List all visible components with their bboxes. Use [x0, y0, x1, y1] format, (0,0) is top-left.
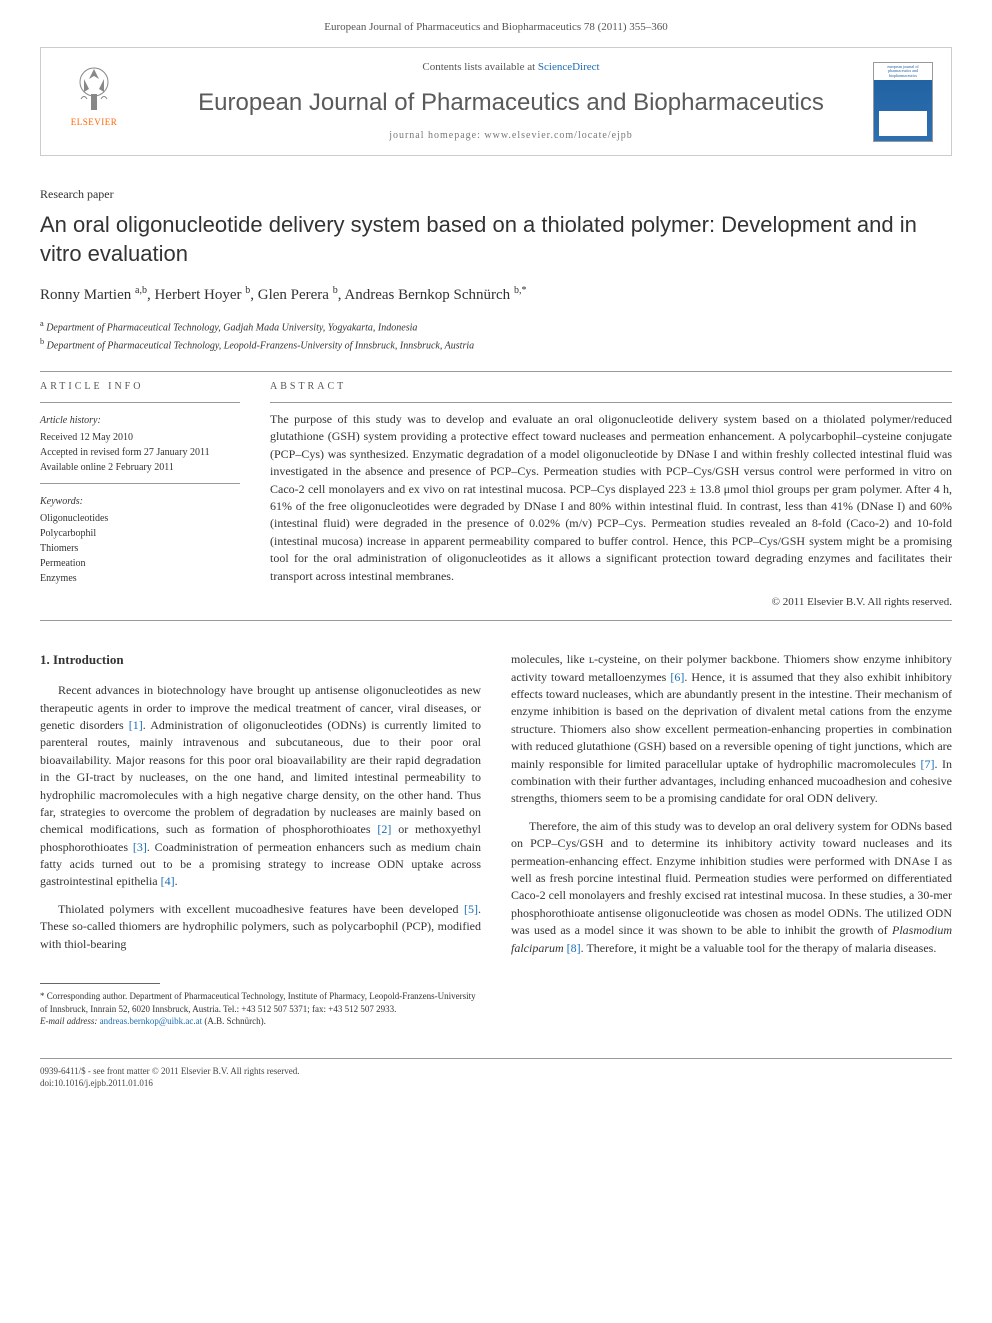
article-info-heading: ARTICLE INFO: [40, 380, 240, 394]
journal-homepage: journal homepage: www.elsevier.com/locat…: [149, 129, 873, 143]
footer-line-2: doi:10.1016/j.ejpb.2011.01.016: [40, 1077, 952, 1090]
text: . Administration of oligonucleotides (OD…: [40, 718, 481, 836]
email-link[interactable]: andreas.bernkop@uibk.ac.at: [100, 1016, 203, 1026]
divider: [40, 620, 952, 621]
divider: [40, 483, 240, 484]
body-column-right: molecules, like ʟ-cysteine, on their pol…: [511, 651, 952, 1027]
keywords-heading: Keywords:: [40, 494, 240, 509]
cover-image-area: [879, 111, 927, 136]
journal-title: European Journal of Pharmaceutics and Bi…: [149, 86, 873, 120]
sciencedirect-link[interactable]: ScienceDirect: [538, 61, 600, 73]
divider: [40, 371, 952, 372]
email-line: E-mail address: andreas.bernkop@uibk.ac.…: [40, 1015, 481, 1028]
history-heading: Article history:: [40, 413, 240, 428]
cover-title-text: european journal of pharmaceutics and bi…: [874, 63, 932, 80]
article-info-column: ARTICLE INFO Article history: Received 1…: [40, 380, 240, 610]
divider: [40, 402, 240, 403]
footer: 0939-6411/$ - see front matter © 2011 El…: [40, 1058, 952, 1090]
divider: [270, 402, 952, 403]
elsevier-tree-icon: [69, 64, 119, 114]
publisher-name: ELSEVIER: [71, 116, 118, 129]
keyword-item: Thiomers: [40, 541, 240, 556]
affiliations: a Department of Pharmaceutical Technolog…: [40, 318, 952, 353]
contents-prefix: Contents lists available at: [422, 61, 537, 73]
banner-center: Contents lists available at ScienceDirec…: [149, 60, 873, 143]
available-date: Available online 2 February 2011: [40, 460, 240, 475]
keyword-item: Polycarbophil: [40, 526, 240, 541]
ref-link-4[interactable]: [4]: [161, 874, 175, 888]
email-person: (A.B. Schnürch).: [204, 1016, 266, 1026]
ref-link-1[interactable]: [1]: [129, 718, 143, 732]
intro-para-1: Recent advances in biotechnology have br…: [40, 682, 481, 891]
body-columns: 1. Introduction Recent advances in biote…: [40, 651, 952, 1027]
text: Therefore, the aim of this study was to …: [511, 819, 952, 937]
ref-link-2[interactable]: [2]: [377, 822, 391, 836]
contents-available-line: Contents lists available at ScienceDirec…: [149, 60, 873, 75]
keyword-item: Oligonucleotides: [40, 511, 240, 526]
ref-link-3[interactable]: [3]: [133, 840, 147, 854]
paper-title: An oral oligonucleotide delivery system …: [40, 211, 952, 268]
ref-link-6[interactable]: [6]: [670, 670, 684, 684]
footnote-separator: [40, 983, 160, 984]
corresponding-text: * Corresponding author. Department of Ph…: [40, 990, 481, 1015]
ref-link-8[interactable]: [8]: [567, 941, 581, 955]
paper-type: Research paper: [40, 186, 952, 203]
authors-line: Ronny Martien a,b, Herbert Hoyer b, Glen…: [40, 284, 952, 306]
intro-para-4: Therefore, the aim of this study was to …: [511, 818, 952, 957]
text: Thiolated polymers with excellent mucoad…: [58, 902, 464, 916]
publisher-logo: ELSEVIER: [59, 64, 129, 139]
journal-banner: ELSEVIER Contents lists available at Sci…: [40, 47, 952, 156]
abstract-copyright: © 2011 Elsevier B.V. All rights reserved…: [270, 595, 952, 610]
keyword-item: Enzymes: [40, 571, 240, 586]
keyword-item: Permeation: [40, 556, 240, 571]
ref-link-5[interactable]: [5]: [464, 902, 478, 916]
abstract-heading: ABSTRACT: [270, 380, 952, 394]
affiliation-line: a Department of Pharmaceutical Technolog…: [40, 318, 952, 335]
keywords-list: OligonucleotidesPolycarbophilThiomersPer…: [40, 511, 240, 586]
text: . Hence, it is assumed that they also ex…: [511, 670, 952, 771]
intro-para-2: Thiolated polymers with excellent mucoad…: [40, 901, 481, 953]
affiliation-line: b Department of Pharmaceutical Technolog…: [40, 336, 952, 353]
accepted-date: Accepted in revised form 27 January 2011: [40, 445, 240, 460]
intro-para-3: molecules, like ʟ-cysteine, on their pol…: [511, 651, 952, 808]
body-column-left: 1. Introduction Recent advances in biote…: [40, 651, 481, 1027]
journal-cover-thumbnail: european journal of pharmaceutics and bi…: [873, 62, 933, 142]
section-heading-intro: 1. Introduction: [40, 651, 481, 670]
abstract-column: ABSTRACT The purpose of this study was t…: [270, 380, 952, 610]
ref-link-7[interactable]: [7]: [920, 757, 934, 771]
abstract-text: The purpose of this study was to develop…: [270, 411, 952, 585]
info-abstract-row: ARTICLE INFO Article history: Received 1…: [40, 380, 952, 610]
text: .: [175, 874, 178, 888]
text: . Therefore, it might be a valuable tool…: [581, 941, 937, 955]
corresponding-footnote: * Corresponding author. Department of Ph…: [40, 990, 481, 1028]
running-header: European Journal of Pharmaceutics and Bi…: [40, 20, 952, 35]
email-label: E-mail address:: [40, 1016, 97, 1026]
footer-line-1: 0939-6411/$ - see front matter © 2011 El…: [40, 1065, 952, 1078]
received-date: Received 12 May 2010: [40, 430, 240, 445]
